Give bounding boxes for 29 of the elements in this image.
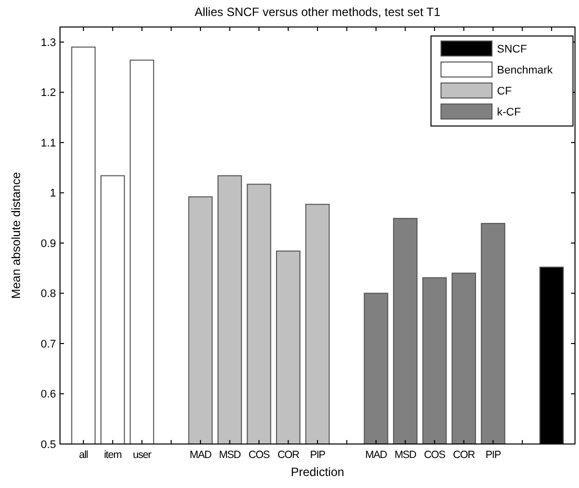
chart-title: Allies SNCF versus other methods, test set T1 bbox=[194, 5, 441, 19]
legend-label: SNCF bbox=[497, 43, 528, 56]
x-tick-label: MSD bbox=[394, 449, 418, 461]
y-tick-label: 1 bbox=[50, 188, 56, 200]
y-tick-label: 1.2 bbox=[40, 87, 56, 100]
x-tick-label: PIP bbox=[310, 449, 326, 461]
y-axis-title: Mean absolute distance bbox=[9, 172, 23, 299]
legend-label: k-CF bbox=[497, 106, 522, 118]
y-tick-label: 0.9 bbox=[40, 238, 56, 250]
x-tick-label: COS bbox=[424, 449, 446, 461]
x-tick-label: MAD bbox=[190, 449, 212, 461]
x-tick-label: COR bbox=[277, 449, 300, 461]
x-tick-label: all bbox=[79, 449, 88, 461]
x-tick-label: MAD bbox=[365, 449, 388, 461]
y-tick-label: 0.8 bbox=[40, 288, 56, 300]
y-tick-label: 0.6 bbox=[40, 388, 56, 401]
x-tick-label: item bbox=[104, 449, 122, 461]
y-tick-label: 0.5 bbox=[40, 438, 56, 451]
x-tick-label: COS bbox=[248, 449, 270, 461]
y-tick-label: 1.1 bbox=[40, 137, 56, 150]
y-tick-label: 1.3 bbox=[40, 36, 56, 49]
x-tick-label: PIP bbox=[486, 449, 502, 461]
x-axis-title: Prediction bbox=[290, 465, 344, 479]
legend-label: CF bbox=[497, 85, 512, 98]
x-tick-label: MSD bbox=[218, 449, 242, 461]
x-tick-label: user bbox=[132, 449, 152, 461]
legend-label: Benchmark bbox=[497, 64, 554, 76]
x-tick-label: COR bbox=[453, 449, 476, 461]
y-tick-label: 0.7 bbox=[40, 338, 56, 350]
